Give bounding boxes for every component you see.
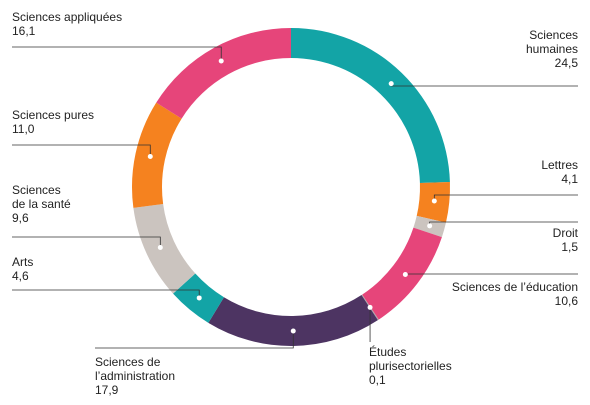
category-name: Sciences de l’éducation — [451, 280, 578, 294]
leader-dot — [427, 223, 433, 229]
value-label: 9,6 — [12, 211, 29, 225]
leader-dot — [367, 304, 373, 310]
value-label: 24,5 — [554, 56, 578, 70]
segment-label: Sciences de l’éducation 10,6 — [418, 280, 578, 308]
leader-line — [12, 46, 222, 62]
category-name: Droit — [552, 226, 578, 240]
leader-line — [12, 144, 151, 157]
segment-label: Lettres 4,1 — [478, 158, 578, 186]
leader-dot — [196, 295, 202, 301]
donut-segment — [131, 102, 182, 208]
leader-line — [95, 330, 294, 349]
leader-dot — [290, 328, 296, 334]
value-label: 4,1 — [561, 172, 578, 186]
segment-label: Droit 1,5 — [478, 226, 578, 254]
value-label: 4,6 — [12, 269, 29, 283]
leader-dot — [431, 198, 437, 204]
leader-line — [12, 236, 161, 248]
category-name: Sciences de l’administration — [95, 355, 176, 383]
donut-segment — [208, 295, 378, 346]
leader-dot — [218, 58, 224, 64]
segment-label: Études plurisectorielles 0,1 — [369, 345, 489, 387]
leader-dot — [157, 244, 163, 250]
segment-label: Sciences de l’administration 17,9 — [95, 355, 245, 397]
value-label: 10,6 — [554, 294, 578, 308]
leader-line — [390, 83, 578, 87]
value-label: 11,0 — [12, 122, 35, 136]
leader-line — [433, 194, 578, 202]
segment-label: Arts 4,6 — [12, 255, 112, 283]
value-label: 17,9 — [95, 383, 119, 397]
leader-dot — [402, 272, 408, 278]
leader-line — [404, 273, 578, 275]
category-name: Sciences humaines — [525, 28, 578, 56]
donut-segment — [362, 227, 442, 320]
segment-label: Sciences appliquées 16,1 — [12, 10, 162, 38]
category-name: Sciences pures — [12, 108, 95, 122]
category-name: Arts — [12, 255, 34, 269]
donut-segment — [291, 28, 450, 183]
segment-label: Sciences de la santé 9,6 — [12, 183, 112, 225]
leader-dot — [147, 153, 153, 159]
donut-segment — [133, 203, 196, 294]
leader-dot — [388, 81, 394, 87]
segment-label: Sciences humaines 24,5 — [478, 28, 578, 70]
category-name: Études plurisectorielles — [369, 345, 452, 373]
segment-label: Sciences pures 11,0 — [12, 108, 132, 136]
category-name: Sciences de la santé — [12, 183, 71, 211]
donut-segment — [156, 28, 291, 119]
leader-line — [12, 289, 200, 298]
value-label: 1,5 — [561, 240, 578, 254]
value-label: 0,1 — [369, 373, 386, 387]
category-name: Sciences appliquées — [12, 10, 123, 24]
value-label: 16,1 — [12, 24, 36, 38]
category-name: Lettres — [541, 158, 578, 172]
